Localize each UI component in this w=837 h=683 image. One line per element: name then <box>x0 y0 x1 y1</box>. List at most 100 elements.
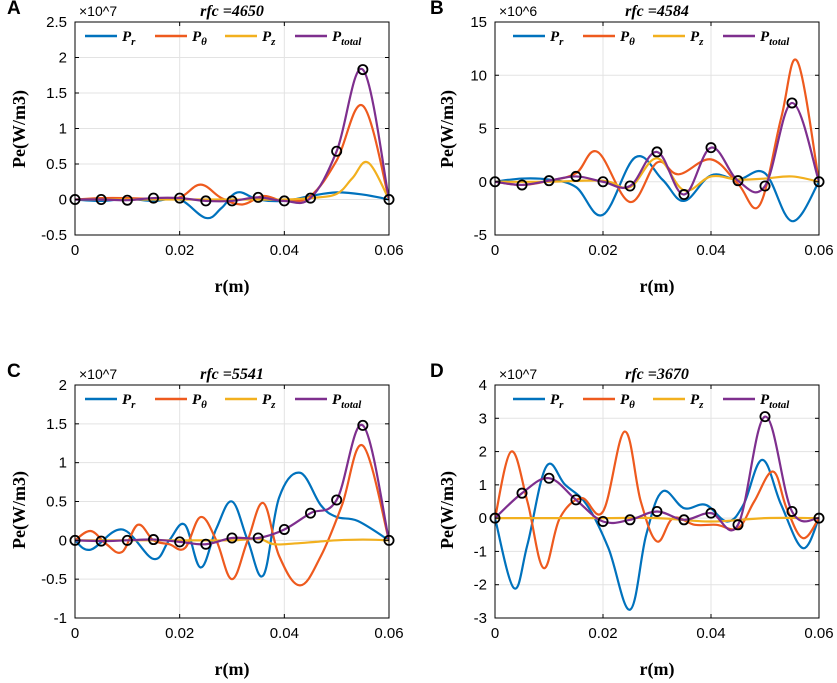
y-tick-label: -0.5 <box>41 227 67 244</box>
data-point-marker <box>252 532 264 544</box>
data-point-marker <box>121 534 133 546</box>
x-tick-label: 0.04 <box>270 242 299 259</box>
series-group <box>495 415 819 611</box>
x-tick-label: 0 <box>491 625 499 642</box>
data-point-marker <box>304 507 316 519</box>
data-point-marker <box>678 514 690 526</box>
chart-title: rfc =4650 <box>200 3 264 20</box>
data-point-marker <box>174 536 186 548</box>
y-axis-label: Pe(W/m3) <box>9 90 30 168</box>
y-tick-label: 15 <box>470 14 487 31</box>
data-point-marker <box>597 515 609 527</box>
plot-area: 0 0.02 0.04 0.06-0.500.511.522.5Pr Pθ Pz Ptota… <box>41 14 403 259</box>
data-point-marker <box>678 189 690 201</box>
series-line-ptheta <box>75 444 389 587</box>
x-tick-label: 0.04 <box>696 625 725 642</box>
data-point-marker <box>786 97 798 109</box>
y-tick-label: -0.5 <box>41 571 67 588</box>
y-tick-label: 1 <box>59 455 67 472</box>
y-tick-label: 3 <box>479 410 487 427</box>
series-line-pz <box>75 160 389 201</box>
data-point-marker <box>651 146 663 158</box>
y-tick-label: 5 <box>479 121 487 138</box>
panel-letter: A <box>7 0 21 19</box>
data-point-marker <box>304 192 316 204</box>
legend-label-ptotal: Ptotal <box>760 392 790 411</box>
data-point-marker <box>624 180 636 192</box>
data-point-marker <box>570 170 582 182</box>
panel-d: D rfc =3670 ×10^7 0 0.02 0.04 0.06 -3 -2 -1 0 1 2… <box>430 361 834 680</box>
legend-label-pz: Pz <box>262 29 276 48</box>
data-point-marker <box>732 519 744 531</box>
chart-title: rfc =4584 <box>625 3 689 20</box>
y-axis-label: Pe(W/m3) <box>437 90 458 168</box>
y-axis-label: Pe(W/m3) <box>437 471 458 549</box>
legend-label-ptotal: Ptotal <box>332 29 362 48</box>
series-group <box>75 424 389 587</box>
data-point-marker <box>226 195 238 207</box>
data-point-marker <box>331 145 343 157</box>
y-tick-label: 1 <box>479 477 487 494</box>
panel-b: B rfc =4584 ×10^6 0 0.02 0.04 0.06-5051015P… <box>430 0 834 297</box>
data-point-marker <box>95 535 107 547</box>
data-point-marker <box>570 494 582 506</box>
data-point-marker <box>543 472 555 484</box>
x-tick-label: 0.06 <box>374 625 403 642</box>
data-point-marker <box>597 176 609 188</box>
legend-label-pr: Pr <box>122 392 136 411</box>
data-point-marker <box>624 514 636 526</box>
x-tick-label: 0.02 <box>588 625 617 642</box>
series-line-ptheta <box>495 430 819 570</box>
y-exponent: ×10^6 <box>499 3 537 19</box>
series-line-ptotal <box>75 424 389 546</box>
data-point-marker <box>331 494 343 506</box>
legend-label-pz: Pz <box>690 29 704 48</box>
data-point-marker <box>148 534 160 546</box>
data-point-marker <box>357 419 369 431</box>
y-tick-label: 4 <box>479 377 487 394</box>
y-tick-label: -1 <box>474 543 487 560</box>
legend-label-pz: Pz <box>690 392 704 411</box>
plot-area: 0 0.02 0.04 0.06 -1 -0.5 0 0.5 1 1.5 2 Pr Pθ Pz Ptotal <box>41 377 403 642</box>
x-tick-label: 0.02 <box>165 242 194 259</box>
axes-box <box>494 384 820 619</box>
x-axis-label: r(m) <box>215 659 250 680</box>
data-point-marker <box>121 194 133 206</box>
y-tick-label: -5 <box>474 227 487 244</box>
x-tick-label: 0 <box>71 625 79 642</box>
data-point-marker <box>759 180 771 192</box>
data-point-marker <box>148 192 160 204</box>
data-point-marker <box>705 142 717 154</box>
legend-label-ptheta: Pθ <box>620 29 635 48</box>
x-tick-label: 0.04 <box>696 242 725 259</box>
data-point-marker <box>357 64 369 76</box>
data-point-marker <box>252 191 264 203</box>
legend-label-ptheta: Pθ <box>192 392 207 411</box>
panel-a: A rfc =4650 ×10^7 0 0.02 0.04 0.06-0.500.51… <box>7 0 404 297</box>
panel-letter: C <box>7 361 21 382</box>
panel-letter: D <box>430 361 444 382</box>
data-point-marker <box>200 538 212 550</box>
y-tick-label: 1.5 <box>46 416 67 433</box>
x-tick-label: 0.06 <box>804 242 833 259</box>
series-line-pr <box>495 458 819 611</box>
chart-title: rfc =3670 <box>625 366 689 383</box>
data-point-marker <box>786 505 798 517</box>
legend: Pr Pθ Pz Ptotal <box>85 29 362 48</box>
y-tick-label: -2 <box>474 577 487 594</box>
x-tick-label: 0.06 <box>804 625 833 642</box>
y-tick-label: 0 <box>479 510 487 527</box>
y-tick-label: -3 <box>474 610 487 627</box>
x-tick-label: 0.04 <box>270 625 299 642</box>
data-point-marker <box>516 487 528 499</box>
series-line-pz <box>495 516 819 523</box>
series-group <box>495 58 819 223</box>
legend: Pr Pθ Pz Ptotal <box>513 392 790 411</box>
data-point-marker <box>278 195 290 207</box>
x-tick-label: 0.06 <box>374 242 403 259</box>
y-exponent: ×10^7 <box>499 366 537 382</box>
y-tick-label: 2 <box>59 377 67 394</box>
x-tick-label: 0 <box>491 242 499 259</box>
x-tick-label: 0.02 <box>588 242 617 259</box>
